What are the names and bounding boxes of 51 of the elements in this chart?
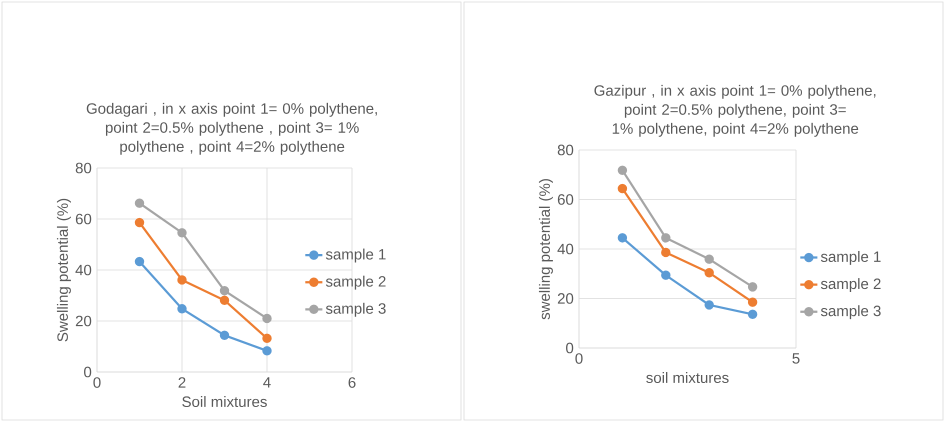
y-tick-label: 40 bbox=[75, 264, 92, 276]
y-tick-label: 40 bbox=[557, 244, 574, 254]
point bbox=[618, 166, 628, 175]
y-tick-label: 0 bbox=[84, 366, 92, 378]
point bbox=[748, 298, 758, 307]
point bbox=[177, 304, 187, 314]
chart-title: Gazipur , in x axis point 1= 0% polythene, point 2=0.5% polythene, point 3= 1% polythene, point 4=2% polythene bbox=[594, 84, 876, 137]
point bbox=[618, 233, 628, 243]
point bbox=[220, 286, 230, 296]
point bbox=[177, 275, 187, 285]
y-tick-label: 60 bbox=[76, 214, 92, 224]
legend-label: sample 2 bbox=[326, 276, 386, 290]
y-tick-label: 80 bbox=[76, 162, 92, 174]
point bbox=[134, 256, 144, 266]
point bbox=[618, 184, 628, 194]
chart-title: Godagari , in x axis point 1= 0% polythene, point 2=0.5% polythene , point 3= 1% polythene , point 4=2% polythene bbox=[86, 102, 377, 155]
point bbox=[134, 218, 144, 228]
point bbox=[262, 314, 272, 324]
point bbox=[661, 270, 671, 280]
legend-label: sample 1 bbox=[820, 250, 881, 265]
y-tick-label: 80 bbox=[558, 144, 574, 156]
y-tick-label: 20 bbox=[558, 293, 574, 304]
x-tick-label: 0 bbox=[93, 377, 101, 388]
x-axis-title: soil mixtures bbox=[646, 372, 729, 384]
point bbox=[134, 198, 144, 208]
point bbox=[661, 248, 671, 258]
point bbox=[220, 296, 230, 306]
x-tick-label: 4 bbox=[263, 377, 271, 388]
point bbox=[704, 300, 714, 310]
point bbox=[177, 228, 187, 238]
y-tick-label: 0 bbox=[566, 342, 574, 354]
point bbox=[220, 330, 230, 340]
y-tick-label: 20 bbox=[76, 316, 92, 326]
legend-label: sample 2 bbox=[820, 278, 881, 292]
point bbox=[704, 268, 714, 278]
point bbox=[262, 334, 272, 344]
point bbox=[748, 282, 758, 292]
x-tick-label: 5 bbox=[792, 353, 800, 364]
x-axis-title: Soil mixtures bbox=[182, 396, 267, 408]
legend-label: sample 3 bbox=[820, 305, 881, 320]
legend-label: sample 1 bbox=[326, 248, 386, 263]
point bbox=[262, 346, 272, 356]
y-axis-title: swelling potential (%) bbox=[538, 179, 553, 320]
legend-label: sample 3 bbox=[326, 302, 386, 317]
y-tick-label: 60 bbox=[558, 194, 574, 205]
x-tick-label: 6 bbox=[348, 377, 356, 388]
point bbox=[661, 233, 671, 243]
x-tick-label: 2 bbox=[178, 377, 186, 388]
point bbox=[704, 254, 714, 264]
point bbox=[748, 310, 758, 320]
y-axis-title: Swelling potential (%) bbox=[56, 198, 71, 342]
